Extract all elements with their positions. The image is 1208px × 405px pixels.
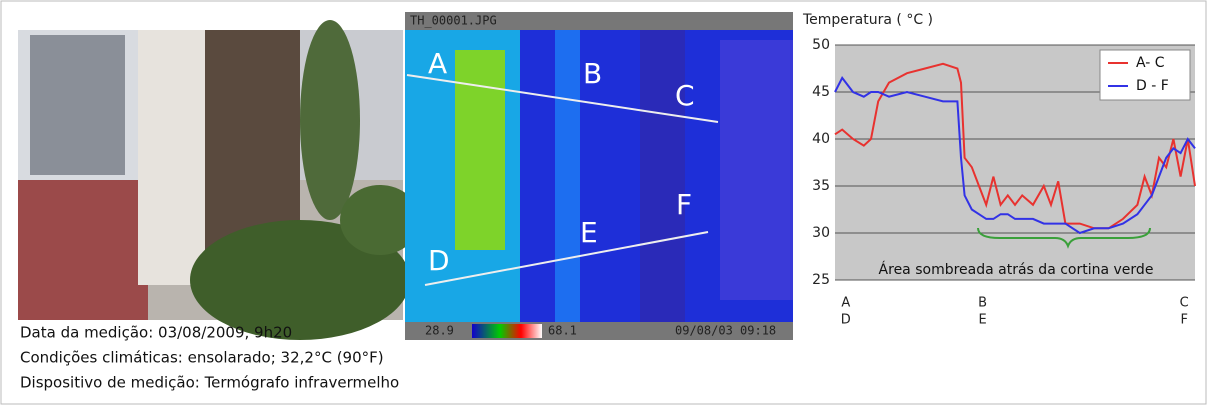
- x-tick-label-lower: E: [978, 313, 986, 328]
- x-tick-label-lower: F: [1180, 313, 1187, 328]
- scale-min: 28.9: [425, 324, 454, 338]
- point-label: C: [675, 79, 695, 112]
- caption: Dispositivo de medição: Termógrafo infra…: [20, 374, 399, 392]
- filename: TH_00001.JPG: [410, 14, 497, 28]
- x-tick-label: C: [1180, 296, 1189, 311]
- y-tick-label: 40: [812, 131, 830, 147]
- x-tick-label: B: [978, 296, 987, 311]
- x-tick-label: A: [841, 296, 850, 311]
- point-label: A: [428, 47, 447, 80]
- y-tick-label: 50: [812, 37, 830, 53]
- x-tick-label-lower: D: [841, 313, 851, 328]
- figure: TH_00001.JPG 28.9 68.1 09/08/03 09:18 A B C D E F…: [0, 0, 1208, 405]
- y-tick-label: 30: [812, 225, 830, 241]
- annotation: Área sombreada atrás da cortina verde: [879, 261, 1154, 278]
- page: TH_00001.JPG 28.9 68.1 09/08/03 09:18 A B C D E F…: [0, 0, 1208, 405]
- point-label: E: [580, 216, 598, 249]
- point-label: D: [428, 244, 450, 277]
- chart-title: Temperatura ( °C ): [802, 12, 933, 28]
- scale-max: 68.1: [548, 324, 577, 338]
- y-tick-label: 35: [812, 178, 830, 194]
- y-tick-label: 25: [812, 272, 830, 288]
- photo: [18, 20, 420, 340]
- caption: Data da medição: 03/08/2009, 9h20: [20, 324, 292, 342]
- legend-label: D - F: [1136, 78, 1169, 94]
- timestamp: 09/08/03 09:18: [675, 324, 776, 338]
- point-label: F: [676, 188, 692, 221]
- y-tick-label: 45: [812, 84, 830, 100]
- chart: Temperatura ( °C ) 25 30 35 40 45 50 A B C D E F Área…: [802, 12, 1195, 328]
- legend-label: A- C: [1136, 55, 1165, 71]
- caption: Condições climáticas: ensolarado; 32,2°C…: [20, 349, 384, 367]
- point-label: B: [583, 57, 602, 90]
